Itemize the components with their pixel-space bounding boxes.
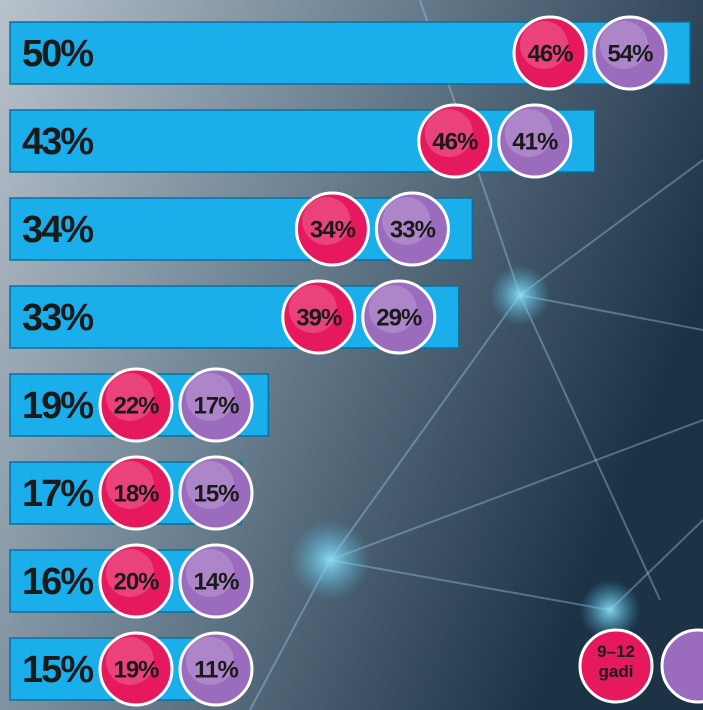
glow — [580, 580, 640, 640]
bubble-label: 34% — [310, 216, 356, 243]
bubble-label: 33% — [390, 216, 436, 243]
bubble-shine — [520, 21, 568, 69]
legend-marker — [660, 628, 703, 704]
bubble-shine — [302, 197, 351, 245]
bubble-shine — [186, 549, 234, 597]
bubble-shine — [424, 109, 473, 157]
bar — [9, 21, 691, 85]
bubble-shine — [106, 549, 154, 597]
bar-label: 34% — [22, 209, 93, 251]
bar-label: 33% — [22, 297, 93, 339]
legend-entry: 9–12 gadi — [597, 642, 635, 681]
bubble-shine — [288, 285, 337, 333]
bubble-label: 11% — [194, 656, 238, 683]
bubble — [294, 191, 370, 267]
bubble-shine — [106, 637, 154, 685]
bubble-label: 19% — [113, 656, 159, 683]
bubble-label: 46% — [527, 40, 573, 67]
bubble-label: 20% — [113, 568, 159, 595]
bubble — [98, 367, 174, 443]
glow — [490, 265, 550, 325]
bar-label: 17% — [22, 473, 93, 515]
bubble-label: 18% — [113, 480, 159, 507]
bubble — [98, 543, 174, 619]
bar-label: 19% — [22, 385, 93, 427]
bubble-shine — [382, 197, 431, 245]
bubble-shine — [368, 285, 417, 333]
bubble — [98, 455, 174, 531]
bubble-shine — [106, 373, 154, 421]
legend-entry-box: 9–12 gadi — [597, 642, 635, 681]
bubble-label: 41% — [512, 128, 558, 155]
bubble — [281, 279, 357, 355]
bubble — [178, 631, 254, 707]
bubble — [592, 15, 668, 91]
glow — [290, 520, 370, 600]
bubble-label: 15% — [193, 480, 239, 507]
bubble-label: 14% — [193, 568, 239, 595]
bubble — [178, 455, 254, 531]
bubble-shine — [106, 461, 154, 509]
bubble — [178, 543, 254, 619]
bubble — [374, 191, 450, 267]
bubble — [497, 103, 573, 179]
bubble-label: 22% — [113, 392, 159, 419]
bubble-shine — [504, 109, 553, 157]
bubble-label: 46% — [432, 128, 478, 155]
bubble — [417, 103, 493, 179]
bubble-shine — [600, 21, 648, 69]
bar-label: 15% — [22, 649, 93, 691]
bubble-label: 17% — [193, 392, 239, 419]
bubble-label: 39% — [296, 304, 342, 331]
bubble — [98, 631, 174, 707]
bubble — [178, 367, 254, 443]
bar-label: 16% — [22, 561, 93, 603]
bubble — [512, 15, 588, 91]
bubble-shine — [186, 373, 234, 421]
bar-label: 43% — [22, 121, 93, 163]
bar-label: 50% — [22, 33, 93, 75]
bubble — [361, 279, 437, 355]
bubble-label: 54% — [607, 40, 653, 67]
bubble-shine — [186, 461, 234, 509]
legend-marker — [578, 628, 654, 704]
bubble-shine — [186, 637, 234, 685]
bubble-label: 29% — [376, 304, 422, 331]
